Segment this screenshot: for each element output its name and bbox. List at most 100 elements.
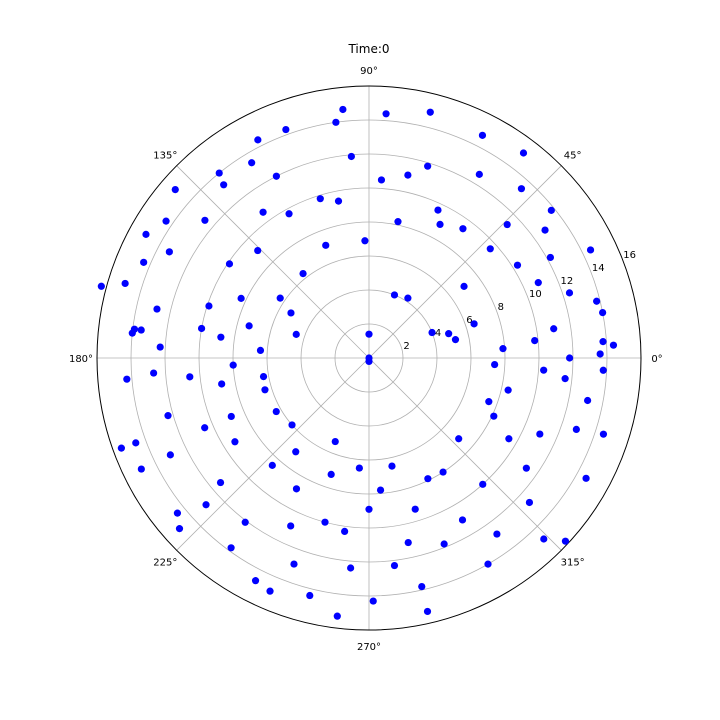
radial-tick-label: 8 xyxy=(498,302,504,313)
data-point xyxy=(572,425,580,433)
data-point xyxy=(503,220,511,229)
data-point xyxy=(436,220,444,229)
data-point xyxy=(173,509,182,517)
angle-tick-label: 135° xyxy=(153,150,177,161)
data-point xyxy=(424,162,432,170)
data-point xyxy=(361,237,369,245)
data-point xyxy=(582,474,590,482)
data-point xyxy=(332,118,340,126)
data-point xyxy=(137,326,145,334)
data-point xyxy=(171,185,179,194)
data-point xyxy=(290,560,298,568)
data-point xyxy=(445,330,453,338)
data-point xyxy=(327,470,335,479)
data-point xyxy=(245,322,253,330)
data-point xyxy=(505,435,513,443)
data-point xyxy=(394,218,402,226)
data-point xyxy=(241,518,249,526)
data-point xyxy=(479,480,487,488)
data-point xyxy=(153,305,161,313)
data-point xyxy=(531,336,539,345)
data-point xyxy=(365,505,373,513)
data-point xyxy=(404,294,412,302)
radial-tick-label: 4 xyxy=(435,328,441,339)
data-point xyxy=(165,248,173,256)
data-point xyxy=(130,325,139,333)
data-point xyxy=(599,338,607,346)
data-point xyxy=(132,439,140,447)
data-point xyxy=(292,448,300,456)
data-point xyxy=(426,108,434,116)
data-point xyxy=(470,320,478,328)
data-point xyxy=(490,412,498,420)
data-point xyxy=(282,125,290,134)
data-point xyxy=(484,560,492,568)
angle-tick-label: 225° xyxy=(153,558,177,569)
data-point xyxy=(491,360,499,369)
radial-tick-label: 16 xyxy=(623,250,636,261)
data-point xyxy=(355,464,363,472)
data-point xyxy=(137,465,145,473)
data-point xyxy=(424,475,432,483)
data-point xyxy=(321,518,329,526)
data-point xyxy=(287,522,295,530)
data-point xyxy=(164,412,172,420)
angle-tick-labels: 0° 45° 90° 135° 180° 225° 270° 315° xyxy=(69,66,663,653)
data-point xyxy=(216,478,225,487)
data-point xyxy=(266,587,274,595)
data-point xyxy=(411,505,419,513)
data-point xyxy=(215,169,223,177)
data-point xyxy=(166,451,174,459)
data-point xyxy=(121,279,129,288)
data-point xyxy=(272,407,280,416)
data-point xyxy=(299,270,307,278)
data-point xyxy=(220,181,228,189)
data-point xyxy=(339,105,347,114)
data-point xyxy=(256,346,265,355)
data-point xyxy=(459,225,467,233)
data-point xyxy=(428,328,436,337)
data-point xyxy=(440,540,448,548)
data-point xyxy=(254,246,262,255)
scatter-points xyxy=(97,105,618,620)
data-point xyxy=(485,398,493,406)
data-point xyxy=(331,437,339,446)
angle-tick-label: 270° xyxy=(357,642,381,653)
data-point xyxy=(566,354,574,362)
data-point xyxy=(287,309,295,317)
data-point xyxy=(292,485,301,493)
radial-tick-label: 2 xyxy=(403,341,409,352)
radial-tick-label: 10 xyxy=(529,289,542,300)
data-point xyxy=(259,208,267,216)
angle-gridline xyxy=(176,165,370,359)
data-point xyxy=(390,291,399,299)
angle-tick-label: 315° xyxy=(561,558,585,569)
data-point xyxy=(455,435,463,443)
data-point xyxy=(261,386,269,394)
data-point xyxy=(333,612,341,620)
angle-tick-label: 0° xyxy=(651,354,662,365)
data-point xyxy=(175,525,184,533)
data-point xyxy=(377,176,386,184)
data-point xyxy=(229,361,237,369)
polar-frame xyxy=(96,85,642,631)
data-point xyxy=(513,261,522,269)
data-point xyxy=(150,369,158,377)
data-point xyxy=(519,149,528,157)
data-point xyxy=(341,527,349,536)
data-point xyxy=(404,171,412,179)
data-point xyxy=(390,561,399,570)
radial-tick-labels: 2 4 6 8 10 12 14 16 xyxy=(403,250,636,352)
data-point xyxy=(586,246,595,254)
data-point xyxy=(609,341,618,349)
data-point xyxy=(162,217,170,225)
data-point xyxy=(382,110,390,118)
data-point xyxy=(536,430,544,438)
data-point xyxy=(439,468,447,476)
data-point xyxy=(205,302,213,310)
data-point xyxy=(285,210,293,218)
data-point xyxy=(156,343,164,351)
data-point xyxy=(347,152,355,161)
angle-tick-label: 90° xyxy=(360,66,378,77)
